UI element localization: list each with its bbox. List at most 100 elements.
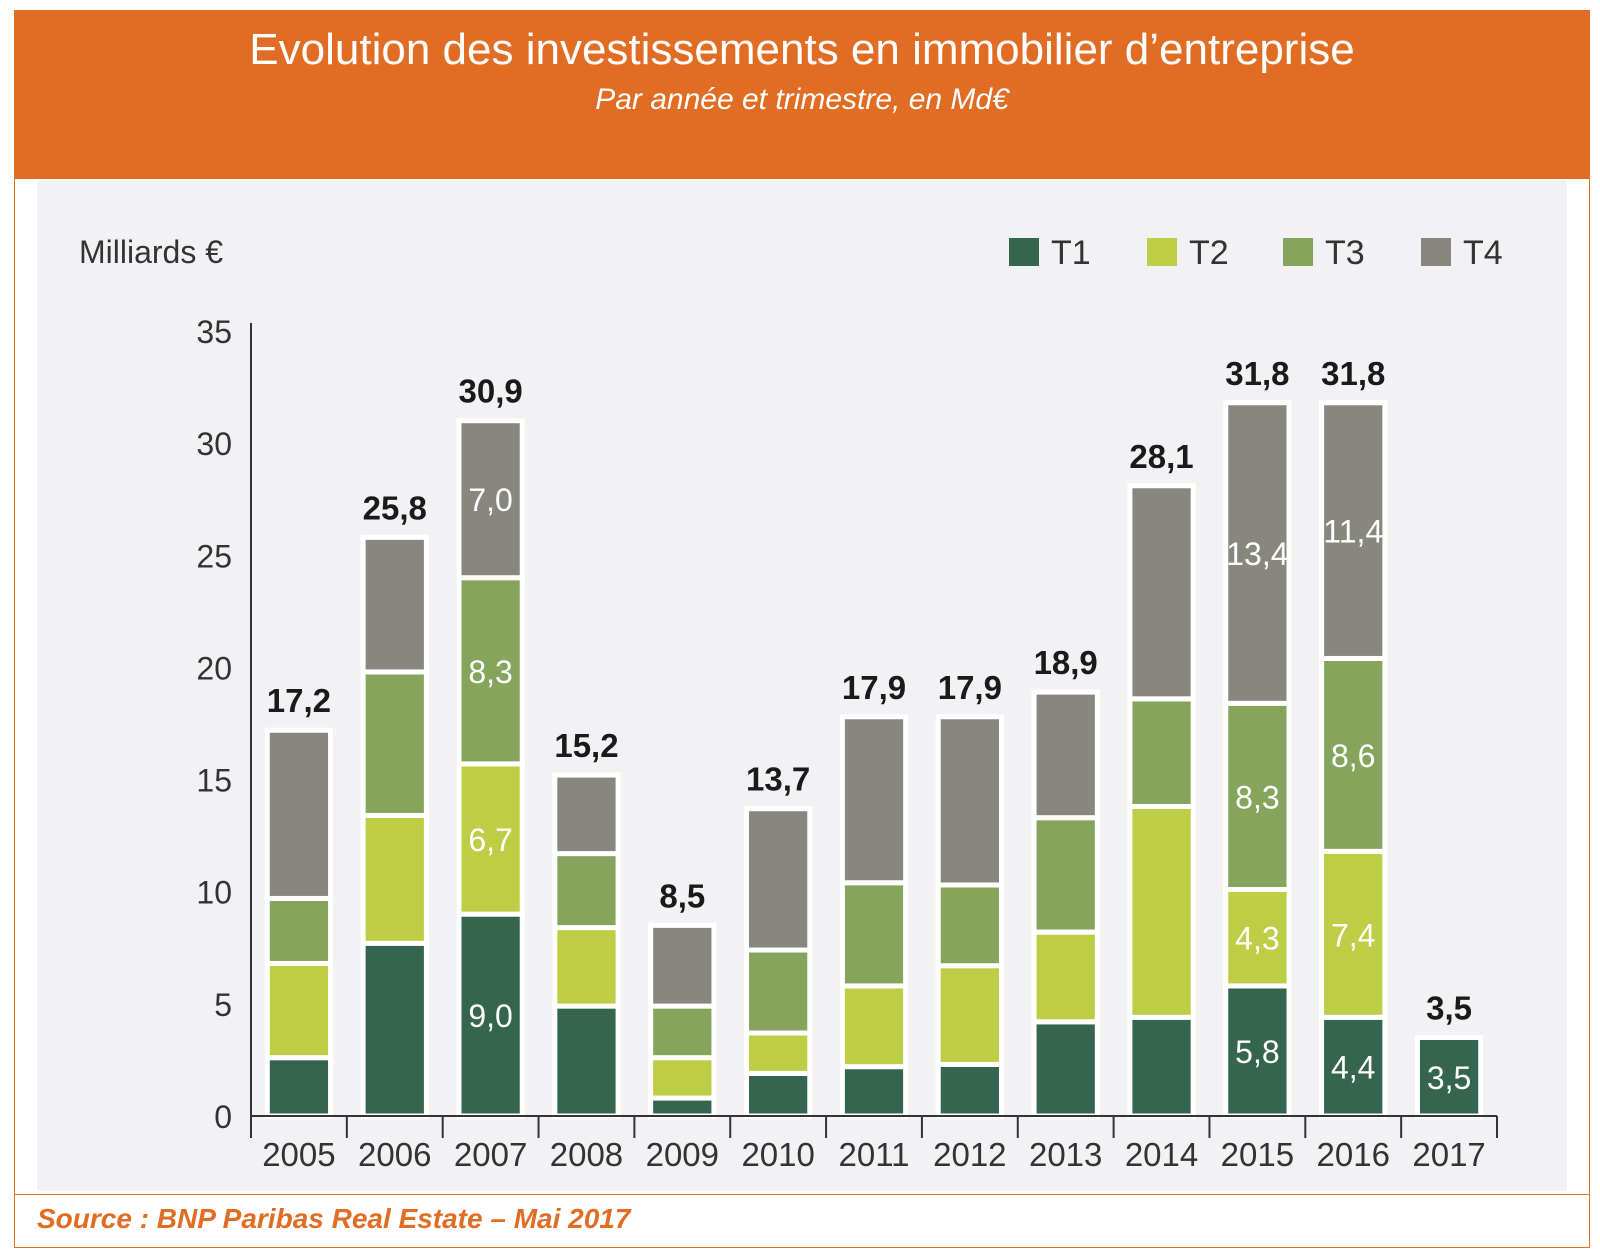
segment-label: 6,7 (468, 822, 512, 858)
bar-segment (1319, 848, 1388, 1020)
chart-title: Evolution des investissements en immobil… (249, 25, 1355, 74)
x-tick-label: 2010 (741, 1136, 814, 1173)
legend-swatch (1147, 238, 1177, 266)
y-tick-label: 20 (196, 650, 232, 686)
bar-segment (1223, 886, 1292, 989)
total-label: 3,5 (1426, 990, 1472, 1027)
bar-segment (1031, 1019, 1100, 1119)
bar-segment (648, 922, 717, 1009)
bar-segment (648, 1055, 717, 1101)
segment-label: 4,3 (1235, 921, 1279, 957)
total-label: 15,2 (554, 727, 618, 764)
bar-segment (744, 1070, 813, 1119)
total-label: 28,1 (1129, 438, 1193, 475)
plot-area: Milliards € T1 T2 T3 T4 0 5 10 15 20 25 30 35 17,2… (37, 181, 1567, 1191)
x-tick-label: 2015 (1221, 1136, 1294, 1173)
bar-segment (264, 1055, 334, 1119)
bars: 17,2 25,8 9,0 6,7 8,3 7,0 30,9 15,2 8,5 13,7 17,9 1… (264, 355, 1484, 1119)
x-tick-label: 2014 (1125, 1136, 1198, 1173)
bar-segment (552, 1003, 621, 1119)
bar-segment (360, 669, 429, 818)
total-label: 31,8 (1321, 355, 1385, 392)
y-tick-label: 10 (196, 875, 232, 911)
y-axis-label: Milliards € (79, 234, 223, 270)
chart-subtitle: Par année et trimestre, en Md€ (595, 83, 1009, 116)
stacked-bar-chart: Milliards € T1 T2 T3 T4 0 5 10 15 20 25 30 35 17,2… (79, 234, 1503, 1173)
bar-segment (552, 772, 621, 857)
legend-label: T2 (1189, 234, 1229, 272)
source-note: Source : BNP Paribas Real Estate – Mai 2… (37, 1203, 631, 1234)
chart-frame: Evolution des investissements en immobil… (14, 10, 1590, 1248)
bar-segment (1127, 483, 1196, 702)
segment-label: 8,3 (1235, 779, 1279, 815)
bar-segment (744, 806, 813, 953)
bar-segment (1319, 400, 1388, 661)
segment-label: 8,6 (1331, 738, 1375, 774)
total-label: 17,9 (842, 669, 906, 706)
bar-segment (264, 960, 334, 1061)
bar-segment (839, 714, 909, 886)
bar-segment (1223, 700, 1292, 892)
total-label: 30,9 (458, 373, 522, 410)
segment-label: 9,0 (468, 998, 512, 1034)
bar-segment (456, 418, 525, 581)
total-label: 25,8 (363, 489, 427, 526)
total-label: 18,9 (1034, 644, 1098, 681)
y-tick-label: 25 (196, 538, 232, 574)
y-axis-ticks: 0 5 10 15 20 25 30 35 (196, 314, 232, 1135)
y-tick-label: 15 (196, 763, 232, 799)
bar-segment (264, 895, 334, 966)
bar-segment (552, 851, 621, 931)
bar-segment (839, 983, 909, 1070)
bar-segment (1223, 400, 1292, 706)
segment-label: 3,5 (1427, 1060, 1471, 1096)
bar-segment (360, 940, 429, 1119)
bar-segment (935, 882, 1004, 969)
bar-segment (1031, 815, 1100, 935)
bar-segment (744, 1030, 813, 1076)
total-label: 8,5 (659, 877, 705, 914)
bar-segment (648, 1095, 717, 1119)
x-tick-label: 2017 (1412, 1136, 1485, 1173)
bar-segment (1031, 689, 1100, 821)
bar-segment (839, 1064, 909, 1119)
footer: Source : BNP Paribas Real Estate – Mai 2… (15, 1194, 1589, 1249)
x-tick-label: 2013 (1029, 1136, 1102, 1173)
x-tick-label: 2009 (646, 1136, 719, 1173)
total-label: 13,7 (746, 761, 810, 798)
segment-label: 13,4 (1226, 536, 1288, 572)
bar-segment (648, 1003, 717, 1061)
bar-segment (264, 727, 334, 901)
segment-label: 7,0 (468, 482, 512, 518)
axes (250, 323, 1498, 1138)
legend-label: T3 (1325, 234, 1365, 272)
legend: T1 T2 T3 T4 (1009, 234, 1503, 272)
bar-segment (839, 880, 909, 989)
bar-segment (935, 714, 1004, 888)
total-label: 17,2 (267, 682, 331, 719)
bar-segment (1127, 696, 1196, 809)
y-tick-label: 35 (196, 314, 232, 350)
legend-label: T4 (1463, 234, 1503, 272)
segment-label: 11,4 (1323, 514, 1383, 550)
bar-segment (1319, 655, 1388, 854)
x-tick-label: 2011 (839, 1136, 910, 1173)
bar-segment (552, 925, 621, 1009)
segment-label: 8,3 (468, 654, 512, 690)
x-tick-label: 2008 (550, 1136, 623, 1173)
bar-segment (360, 534, 429, 675)
total-label: 17,9 (938, 669, 1002, 706)
legend-swatch (1009, 238, 1039, 266)
x-tick-label: 2007 (454, 1136, 527, 1173)
legend-label: T1 (1051, 234, 1091, 272)
x-tick-label: 2005 (262, 1136, 335, 1173)
bar-segment (744, 947, 813, 1036)
bar-segment (1031, 929, 1100, 1025)
bar-segment (935, 963, 1004, 1067)
x-axis-ticks: 2005 2006 2007 2008 2009 2010 2011 2012 2013 2014… (262, 1136, 1486, 1173)
x-tick-label: 2016 (1317, 1136, 1390, 1173)
x-tick-label: 2012 (933, 1136, 1006, 1173)
bar-segment (1127, 803, 1196, 1020)
chart-header: Evolution des investissements en immobil… (15, 11, 1589, 179)
x-tick-label: 2006 (358, 1136, 431, 1173)
